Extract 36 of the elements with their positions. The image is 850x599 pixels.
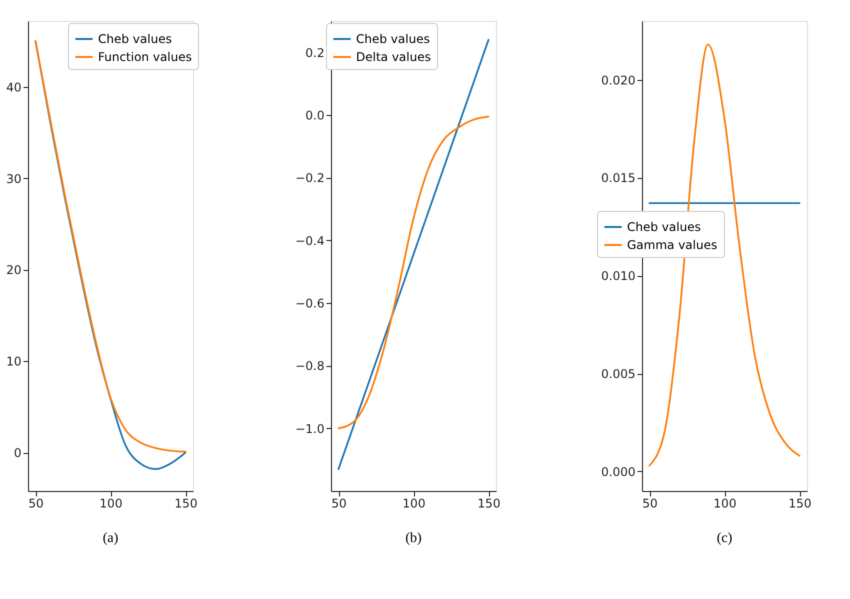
text: (a) — [102, 531, 119, 546]
text: (b) — [405, 531, 422, 546]
legend-label: Delta values — [356, 50, 431, 64]
y-tick-label: 0.0 — [305, 108, 324, 122]
x-tick-label: 150 — [788, 496, 812, 510]
y-tick-label: −0.6 — [295, 296, 324, 310]
x-tick-label: 100 — [100, 496, 122, 510]
line-series — [338, 116, 490, 430]
x-tick-label: 150 — [478, 496, 500, 510]
y-tick-label: 0.005 — [601, 367, 636, 381]
legend-label: Cheb values — [356, 32, 430, 46]
y-tick-label: −0.2 — [295, 171, 324, 186]
y-tick-label: 0.010 — [601, 269, 636, 284]
y-tick-label: 0.020 — [601, 73, 636, 88]
legend-label: Cheb values — [627, 220, 701, 234]
y-tick-label: −0.4 — [295, 234, 324, 248]
y-tick-label: 0.2 — [305, 46, 324, 60]
y-tick-label: 20 — [6, 263, 22, 278]
y-tick-label: 10 — [6, 354, 22, 369]
x-tick-label: 100 — [714, 496, 736, 510]
x-tick-label: 100 — [402, 496, 426, 510]
x-tick-label: 50 — [28, 496, 44, 510]
y-tick-label: 30 — [6, 172, 22, 186]
legend-label: Gamma values — [627, 238, 718, 252]
y-tick-label: 0 — [14, 446, 22, 460]
x-tick-label: 50 — [642, 496, 658, 510]
y-tick-label: −0.8 — [295, 359, 324, 374]
y-tick-label: 0.015 — [601, 171, 636, 186]
legend-label: Function values — [98, 50, 192, 64]
legend-label: Cheb values — [98, 32, 172, 46]
y-tick-label: −1.0 — [295, 422, 324, 436]
y-tick-label: 40 — [6, 80, 22, 94]
y-tick-label: 0.000 — [601, 464, 636, 479]
x-tick-label: 150 — [174, 496, 198, 510]
text: (c) — [716, 531, 733, 546]
x-tick-label: 50 — [331, 496, 347, 510]
